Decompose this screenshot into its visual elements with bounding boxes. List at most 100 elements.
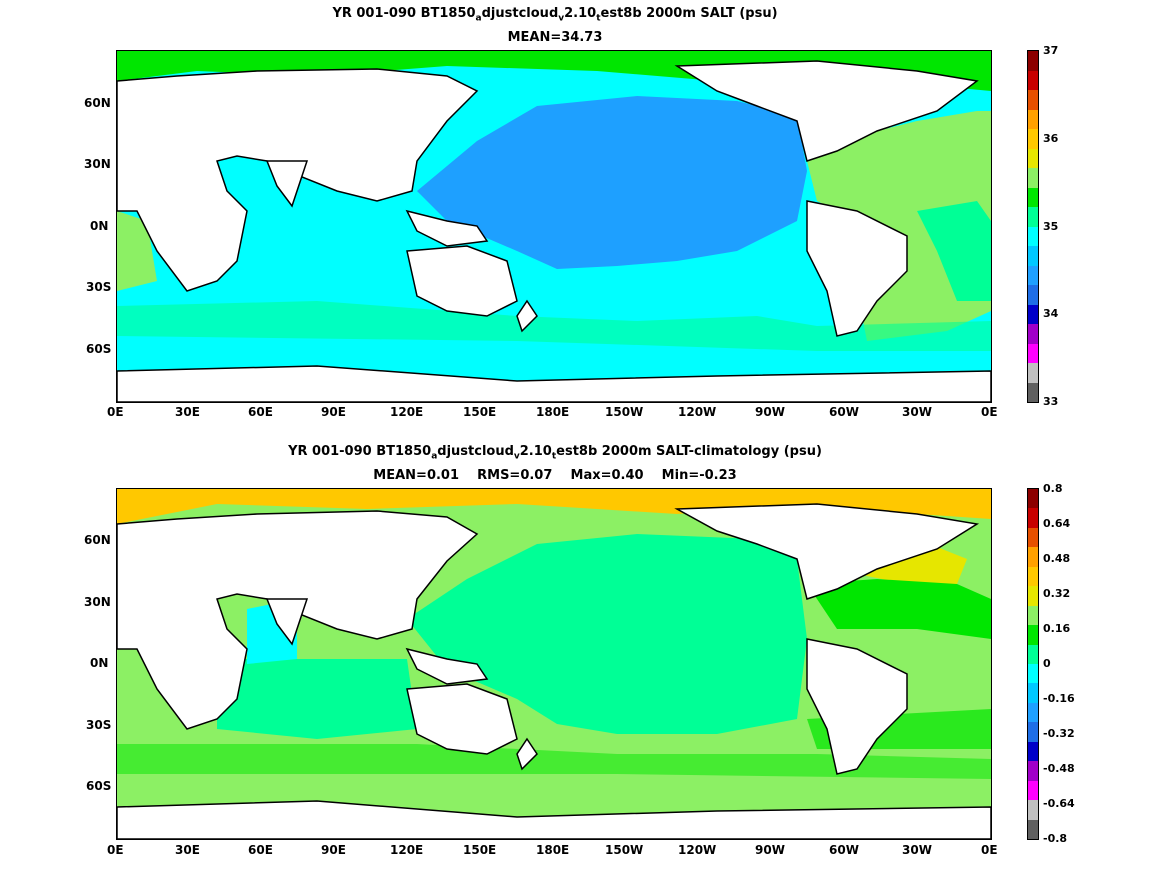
- land-masses: [117, 503, 991, 839]
- colorbar-swatch: [1028, 722, 1038, 742]
- bottom-title-sub: v: [513, 451, 520, 462]
- pacific-region: [407, 534, 807, 734]
- arctic-region: [117, 489, 991, 524]
- colorbar-swatch: [1028, 605, 1038, 626]
- x-tick-label: 120W: [678, 405, 717, 419]
- colorbar-label: 0.48: [1043, 552, 1071, 565]
- bottom-title-sub: a: [431, 451, 438, 462]
- colorbar-swatch: [1028, 547, 1038, 567]
- colorbar-swatch: [1028, 226, 1038, 246]
- x-tick-label: 30W: [902, 843, 932, 857]
- bottom-title-part: djustcloud: [437, 444, 514, 459]
- x-tick-label: 60E: [248, 405, 273, 419]
- y-tick-label: 60N: [84, 533, 111, 547]
- colorbar-label: 36: [1043, 132, 1059, 145]
- y-tick-label: 60S: [86, 342, 112, 356]
- x-tick-label: 90E: [321, 405, 346, 419]
- colorbar-label: -0.8: [1043, 832, 1068, 845]
- x-tick-label: 150E: [463, 405, 497, 419]
- y-tick-label: 60S: [86, 779, 112, 793]
- southern-band: [117, 744, 991, 779]
- x-tick-label: 90W: [755, 405, 785, 419]
- top-title-part: YR 001-090 BT1850: [332, 6, 476, 21]
- y-tick-label: 30S: [86, 718, 112, 732]
- colorbar-swatch: [1028, 207, 1038, 227]
- x-tick-label: 60W: [829, 405, 859, 419]
- colorbar-swatch: [1028, 382, 1038, 402]
- colorbar-swatch: [1028, 246, 1038, 266]
- colorbar-swatch: [1028, 187, 1038, 207]
- arctic-region: [117, 51, 991, 91]
- pacific-region: [417, 96, 807, 269]
- colorbar-swatch: [1028, 109, 1038, 129]
- top-map: [116, 50, 992, 403]
- top-title-sub: a: [475, 13, 482, 24]
- x-tick-label: 120W: [678, 843, 717, 857]
- colorbar-swatch: [1028, 70, 1038, 90]
- colorbar-label: 33: [1043, 395, 1059, 408]
- bottom-title-sub: t: [551, 451, 557, 462]
- land-masses: [117, 60, 991, 402]
- atlantic-region: [807, 111, 991, 341]
- x-tick-label: 90W: [755, 843, 785, 857]
- y-tick-label: 30N: [84, 157, 111, 171]
- colorbar-swatch: [1028, 664, 1038, 684]
- colorbar-swatch: [1028, 780, 1038, 801]
- colorbar-swatch: [1028, 508, 1038, 528]
- colorbar-swatch: [1028, 90, 1038, 110]
- colorbar-swatch: [1028, 324, 1038, 344]
- colorbar-label: 0.64: [1043, 517, 1071, 530]
- x-tick-label: 0E: [107, 405, 124, 419]
- colorbar-label: -0.16: [1043, 692, 1075, 705]
- indian-region: [217, 659, 417, 739]
- colorbar-label: 37: [1043, 44, 1059, 57]
- atlantic-green: [807, 579, 991, 639]
- colorbar-label: -0.48: [1043, 762, 1075, 775]
- colorbar-swatch: [1028, 168, 1038, 188]
- colorbar-swatch: [1028, 304, 1038, 324]
- y-tick-label: 60N: [84, 96, 111, 110]
- colorbar-label: -0.32: [1043, 727, 1075, 740]
- y-tick-label: 30S: [86, 280, 112, 294]
- colorbar-swatch: [1028, 741, 1038, 762]
- colorbar-swatch: [1028, 489, 1038, 509]
- atlantic-band: [917, 201, 991, 301]
- x-tick-label: 120E: [390, 843, 424, 857]
- colorbar-swatch: [1028, 363, 1038, 383]
- colorbar-swatch: [1028, 683, 1038, 703]
- x-tick-label: 150W: [605, 405, 644, 419]
- x-tick-label: 180E: [536, 405, 570, 419]
- bottom-title: YR 001-090 BT1850adjustcloudv2.10test8b …: [0, 444, 1110, 462]
- colorbar-swatch: [1028, 566, 1038, 587]
- y-tick-label: 0N: [90, 219, 109, 233]
- colorbar-swatch: [1028, 527, 1038, 548]
- x-tick-label: 30E: [175, 405, 200, 419]
- top-title-part: djustcloud: [481, 6, 559, 21]
- bottom-title-part: 2.10: [519, 444, 552, 459]
- top-title-sub: t: [596, 13, 601, 24]
- x-tick-label: 180E: [536, 843, 570, 857]
- bottom-title-part: YR 001-090 BT1850: [288, 444, 432, 459]
- top-title: YR 001-090 BT1850adjustcloudv2.10test8b …: [0, 6, 1110, 24]
- top-colorbar: [1027, 50, 1039, 403]
- colorbar-swatch: [1028, 761, 1038, 781]
- bottom-stats: MEAN=0.01 RMS=0.07 Max=0.40 Min=-0.23: [373, 468, 737, 483]
- x-tick-label: 0E: [107, 843, 124, 857]
- colorbar-swatch: [1028, 148, 1038, 168]
- colorbar-label: -0.64: [1043, 797, 1075, 810]
- colorbar-swatch: [1028, 644, 1038, 664]
- colorbar-label: 0: [1043, 657, 1051, 670]
- colorbar-swatch: [1028, 800, 1038, 820]
- top-title-part: 2.10: [564, 6, 597, 21]
- colorbar-swatch: [1028, 265, 1038, 285]
- x-tick-label: 0E: [981, 405, 998, 419]
- colorbar-swatch: [1028, 343, 1038, 363]
- southern-band: [117, 301, 991, 351]
- colorbar-label: 34: [1043, 307, 1059, 320]
- top-stats: MEAN=34.73: [507, 30, 603, 45]
- bottom-colorbar: [1027, 488, 1039, 840]
- x-tick-label: 30W: [902, 405, 932, 419]
- x-tick-label: 150W: [605, 843, 644, 857]
- colorbar-label: 0.8: [1043, 482, 1063, 495]
- colorbar-swatch: [1028, 51, 1038, 71]
